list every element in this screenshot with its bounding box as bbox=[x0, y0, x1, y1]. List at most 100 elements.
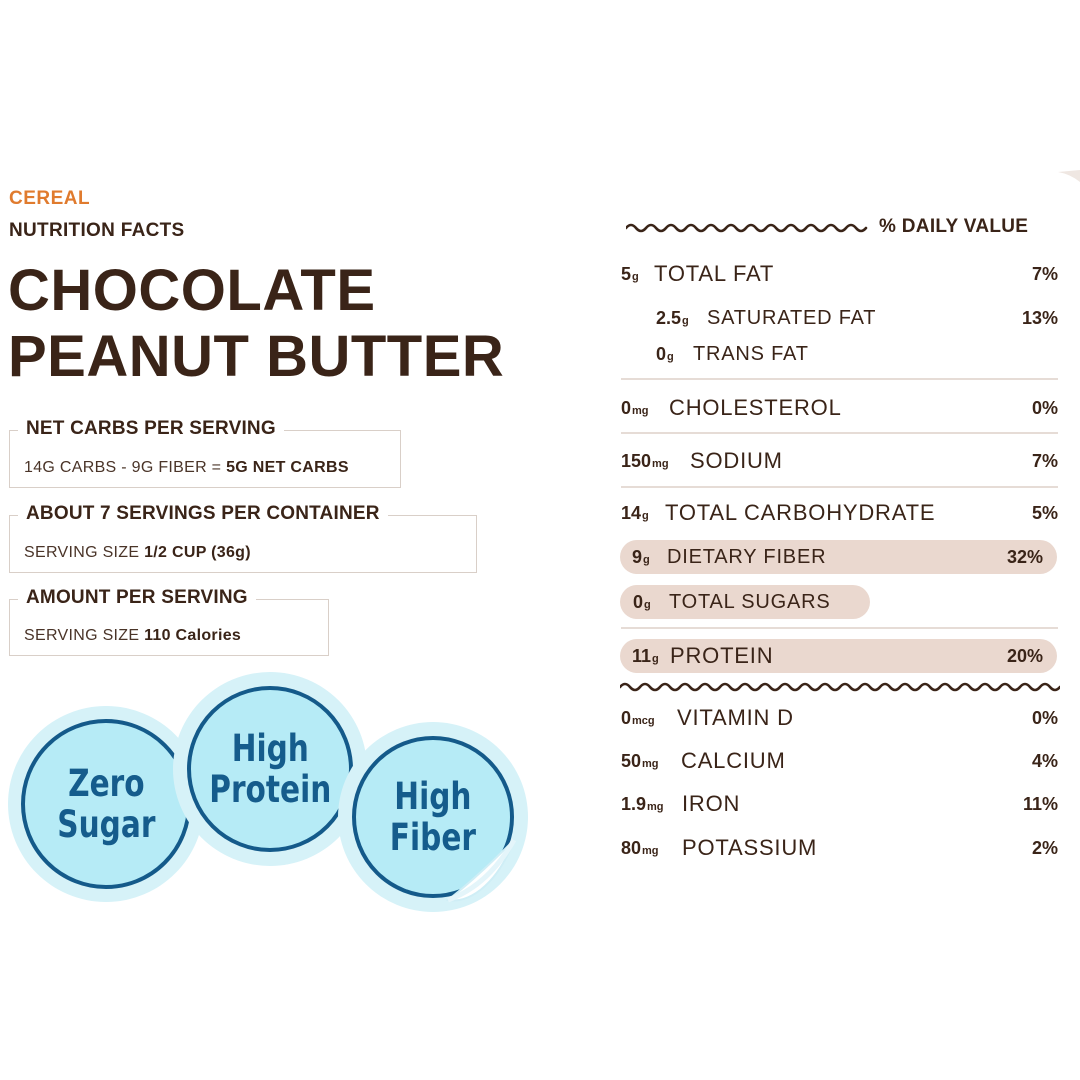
amount-calcium: 50 mg bbox=[621, 746, 659, 776]
amount-unit: g bbox=[652, 653, 659, 665]
label-iron: IRON bbox=[682, 791, 741, 816]
row-iron: 1.9 mg IRON 11% bbox=[621, 789, 1058, 819]
amount-unit: g bbox=[667, 351, 674, 363]
amount-number: 50 bbox=[621, 750, 642, 771]
amount-unit: mg bbox=[652, 458, 669, 470]
amount-box: AMOUNT PER SERVING SERVING SIZE 110 Calo… bbox=[9, 587, 329, 656]
row-protein: 11 g PROTEIN 20% bbox=[620, 639, 1057, 673]
amount-unit: mg bbox=[647, 801, 664, 813]
amount-unit: mg bbox=[632, 405, 649, 417]
pct-calcium: 4% bbox=[1031, 750, 1058, 771]
amount-unit: g bbox=[643, 554, 650, 566]
row-saturated-fat: 2.5 g SATURATED FAT 13% bbox=[656, 303, 1058, 333]
serving-size-value: 1/2 CUP (36g) bbox=[144, 544, 251, 561]
amount-iron: 1.9 mg bbox=[621, 789, 664, 819]
amount-number: 0 bbox=[621, 707, 632, 728]
serving-size-text: SERVING SIZE 1/2 CUP (36g) bbox=[24, 544, 251, 562]
label-sodium: SODIUM bbox=[690, 448, 783, 473]
amount-protein: 11 g bbox=[632, 639, 659, 673]
amount-total-carbohydrate: 14 g bbox=[621, 498, 649, 528]
amount-potassium: 80 mg bbox=[621, 833, 659, 863]
pct-protein: 20% bbox=[1006, 645, 1043, 666]
zero-sugar-badge: Zero Sugar bbox=[8, 706, 204, 902]
sticker-peel-icon bbox=[445, 838, 516, 903]
divider bbox=[621, 378, 1058, 380]
amount-unit: g bbox=[644, 599, 651, 611]
divider bbox=[621, 627, 1058, 629]
amount-unit: mg bbox=[642, 845, 659, 857]
label-total-carbohydrate: TOTAL CARBOHYDRATE bbox=[665, 500, 936, 525]
net-carbs-box: NET CARBS PER SERVING 14G CARBS - 9G FIB… bbox=[9, 418, 401, 488]
servings-title: ABOUT 7 SERVINGS PER CONTAINER bbox=[18, 503, 388, 525]
pct-iron: 11% bbox=[1022, 793, 1058, 814]
high-protein-line-1: High bbox=[231, 727, 309, 770]
amount-number: 150 bbox=[621, 450, 652, 471]
net-carbs-value: 5G NET CARBS bbox=[226, 459, 349, 476]
label-protein: PROTEIN bbox=[670, 643, 774, 668]
row-total-carbohydrate: 14 g TOTAL CARBOHYDRATE 5% bbox=[621, 498, 1058, 528]
amount-unit: mg bbox=[642, 758, 659, 770]
servings-box: ABOUT 7 SERVINGS PER CONTAINER SERVING S… bbox=[9, 503, 477, 573]
amount-number: 0 bbox=[633, 591, 644, 612]
net-carbs-text: 14G CARBS - 9G FIBER = 5G NET CARBS bbox=[24, 459, 349, 477]
pct-vitamin-d: 0% bbox=[1031, 707, 1058, 728]
label-dietary-fiber: DIETARY FIBER bbox=[667, 545, 827, 568]
amount-number: 80 bbox=[621, 837, 642, 858]
net-carbs-title: NET CARBS PER SERVING bbox=[18, 418, 284, 440]
calories-label: SERVING SIZE bbox=[24, 627, 145, 644]
amount-number: 14 bbox=[621, 502, 642, 523]
pct-total-fat: 7% bbox=[1031, 263, 1058, 284]
label-potassium: POTASSIUM bbox=[682, 835, 818, 860]
category-label: CEREAL bbox=[9, 188, 91, 209]
calories-text: SERVING SIZE 110 Calories bbox=[24, 627, 241, 645]
pct-sodium: 7% bbox=[1031, 450, 1058, 471]
label-trans-fat: TRANS FAT bbox=[693, 342, 809, 365]
pct-potassium: 2% bbox=[1031, 837, 1058, 858]
label-vitamin-d: VITAMIN D bbox=[677, 705, 794, 730]
top-wave-divider bbox=[626, 223, 868, 233]
amount-number: 9 bbox=[632, 546, 643, 567]
divider bbox=[621, 432, 1058, 434]
amount-saturated-fat: 2.5 g bbox=[656, 303, 689, 333]
row-sodium: 150 mg SODIUM 7% bbox=[621, 446, 1058, 476]
label-saturated-fat: SATURATED FAT bbox=[707, 306, 877, 329]
high-fiber-line-1: High bbox=[394, 775, 472, 818]
row-vitamin-d: 0 mcg VITAMIN D 0% bbox=[621, 703, 1058, 733]
row-potassium: 80 mg POTASSIUM 2% bbox=[621, 833, 1058, 863]
net-carbs-formula: 14G CARBS - 9G FIBER = bbox=[24, 459, 227, 476]
amount-number: 0 bbox=[621, 397, 632, 418]
nutrition-facts-label: NUTRITION FACTS bbox=[9, 220, 185, 241]
pct-dietary-fiber: 32% bbox=[1006, 546, 1043, 567]
pct-saturated-fat: 13% bbox=[1021, 307, 1058, 328]
divider bbox=[621, 486, 1058, 488]
amount-unit: mcg bbox=[632, 715, 655, 727]
amount-number: 5 bbox=[621, 263, 632, 284]
amount-unit: g bbox=[682, 315, 689, 327]
product-title-line-1: CHOCOLATE bbox=[8, 258, 376, 323]
row-cholesterol: 0 mg CHOLESTEROL 0% bbox=[621, 393, 1058, 423]
amount-number: 11 bbox=[632, 645, 652, 666]
bottom-wave-divider bbox=[620, 682, 1060, 692]
amount-unit: g bbox=[632, 271, 639, 283]
amount-cholesterol: 0 mg bbox=[621, 393, 649, 423]
label-total-sugars: TOTAL SUGARS bbox=[669, 590, 831, 613]
label-total-fat: TOTAL FAT bbox=[654, 261, 775, 286]
amount-vitamin-d: 0 mcg bbox=[621, 703, 655, 733]
amount-title: AMOUNT PER SERVING bbox=[18, 587, 256, 609]
amount-number: 2.5 bbox=[656, 307, 682, 328]
product-title-line-2: PEANUT BUTTER bbox=[8, 324, 505, 389]
zero-sugar-line-1: Zero bbox=[67, 762, 145, 805]
high-protein-badge: High Protein bbox=[173, 672, 367, 866]
high-fiber-line-2: Fiber bbox=[389, 816, 477, 859]
label-calcium: CALCIUM bbox=[681, 748, 786, 773]
label-cholesterol: CHOLESTEROL bbox=[669, 395, 842, 420]
corner-decoration bbox=[1058, 170, 1080, 182]
calories-value: 110 Calories bbox=[144, 627, 242, 644]
high-fiber-badge: High Fiber bbox=[338, 722, 528, 912]
